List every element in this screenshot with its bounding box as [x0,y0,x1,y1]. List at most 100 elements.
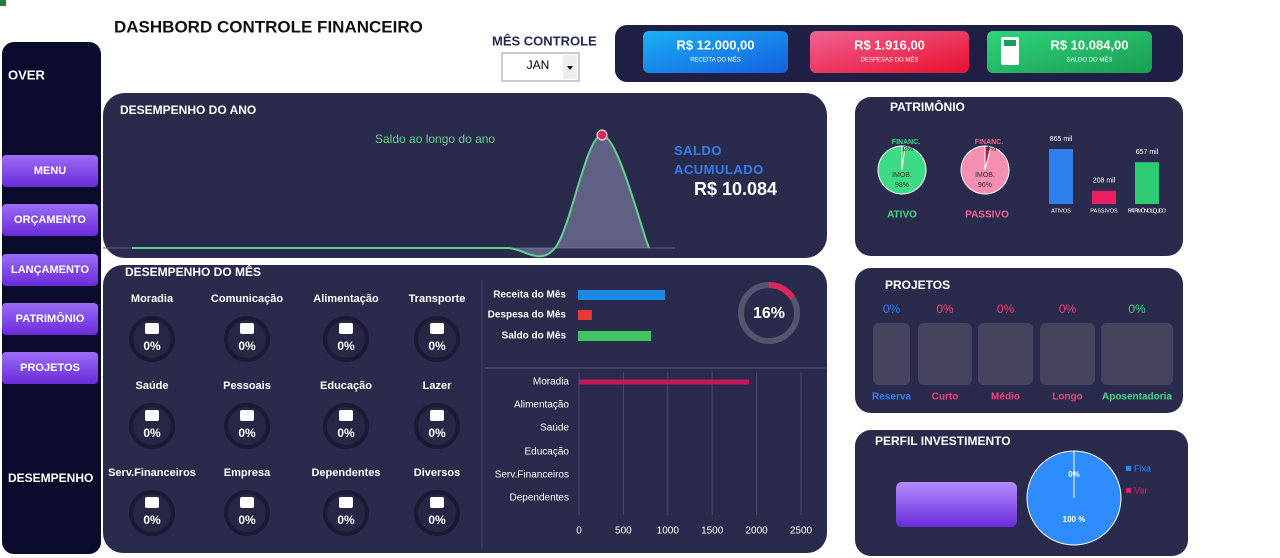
category-percent: 0% [337,426,355,440]
month-panel [103,265,827,553]
bar [579,379,750,385]
x-tick-label: 2000 [745,526,768,537]
menu-button[interactable] [2,352,98,384]
bar-label: Saldo do Mês [502,331,567,342]
project-box [1101,323,1173,385]
menu-button-label[interactable]: ORÇAMENTO [14,214,86,226]
menu-button-label[interactable]: PROJETOS [20,362,80,374]
category-percent: 0% [337,513,355,527]
menu-button-label[interactable]: MENU [34,165,66,177]
y-tick-label: Serv.Financeiros [495,470,569,481]
x-tick-label: MAR [122,259,143,269]
category-icon [240,410,254,421]
category-ring [323,490,369,536]
x-tick-label: ABR [169,259,189,269]
category-ring [323,316,369,362]
project-box [1040,323,1095,385]
category-percent: 0% [337,339,355,353]
bar [1135,162,1159,204]
menu-button[interactable] [2,254,98,286]
category-name: Pessoais [223,380,271,392]
perfil-bar [896,482,1017,527]
slice-value: 96% [978,182,992,189]
x-tick-label: 1000 [657,526,680,537]
slice-value: 4% [986,146,996,153]
bar-value: 657 mil [1136,149,1159,156]
kpi-card [810,31,969,73]
bar-category: PATRIMÔNIO LÍQUIDO [1128,207,1167,214]
project-percent: 0% [883,302,901,316]
saldo-value: R$ 10.084 [694,179,777,199]
panel-title: PROJETOS [885,278,950,292]
pie-slice [877,145,927,195]
category-percent: 0% [238,513,256,527]
menu-button-label[interactable]: PATRIMÔNIO [16,312,85,325]
bar-value: 865 mil [1050,136,1073,143]
category-ring [129,403,175,449]
line-series [132,133,650,258]
menu-button-label[interactable]: LANÇAMENTO [11,264,89,276]
menu-button[interactable] [2,204,98,236]
x-tick-label: 2500 [790,526,813,537]
category-icon [430,323,444,334]
category-name: Moradia [131,293,174,305]
slice-label: IMOB. [892,172,912,179]
category-percent: 0% [143,426,161,440]
slice-label: IMOB. [975,172,995,179]
legend-label: Fixa [1134,463,1151,473]
panel-title: DESEMPENHO DO MÊS [125,264,261,279]
category-percent: 0% [143,513,161,527]
category-name: Serv.Financeiros [108,467,196,479]
bar-value: 208 mil [1093,178,1116,185]
slice-value: 0% [1068,470,1080,479]
project-box [873,323,910,385]
category-ring [129,316,175,362]
category-ring [414,490,460,536]
panel-title: PATRIMÔNIO [890,99,965,114]
category-name: Educação [320,380,372,392]
y-tick-label: Educação [525,447,570,458]
category-ring [323,403,369,449]
kpi-card [643,31,788,73]
gauge-label: 16% [753,305,785,322]
year-layer: DESEMPENHO DO ANO Saldo ao longo do ano R$… [103,103,777,269]
month-control-label: MÊS CONTROLE [492,33,597,48]
project-name: Curto [932,392,959,403]
x-tick-label: 0 [576,526,582,537]
category-name: Alimentação [313,293,379,305]
category-percent: 0% [428,339,446,353]
x-tick-label: JUL [311,259,329,269]
slice-value: 100 % [1063,515,1086,524]
peak-marker [596,129,608,141]
category-icon [430,497,444,508]
line-area [132,135,649,257]
kpi-card [987,31,1152,73]
kpi-label: RECEITA DO MÊS [690,56,741,64]
slice-label: FINANC. [975,139,1003,146]
slice-label: FINANC. [892,139,920,146]
category-percent: 0% [238,339,256,353]
kpi-value: R$ 12.000,00 [676,37,754,52]
menu-button[interactable] [2,303,98,335]
year-panel [103,93,827,258]
month-selected[interactable]: JAN [527,58,550,72]
category-name: Dependentes [311,467,380,479]
bar-category: ATIVOS [1051,208,1071,214]
bar [1092,190,1116,204]
kpi-label: SALDO DO MÊS [1067,56,1113,64]
menu-button[interactable] [2,155,98,187]
bar [578,310,592,320]
bar-label: Despesa do Mês [488,310,567,321]
slice-value: 98% [895,182,909,189]
x-tick-label: 500 [615,526,632,537]
category-icon [145,410,159,421]
kpi-value: R$ 1.916,00 [854,37,925,52]
panel-title: PERFIL INVESTIMENTO [875,434,1011,448]
category-icon [145,497,159,508]
project-name: Longo [1052,392,1083,403]
kpi-value: R$ 10.084,00 [1050,37,1128,52]
x-tick-label: JAN [593,259,611,269]
project-percent: 0% [997,302,1015,316]
x-tick-label: FEV [640,259,658,269]
